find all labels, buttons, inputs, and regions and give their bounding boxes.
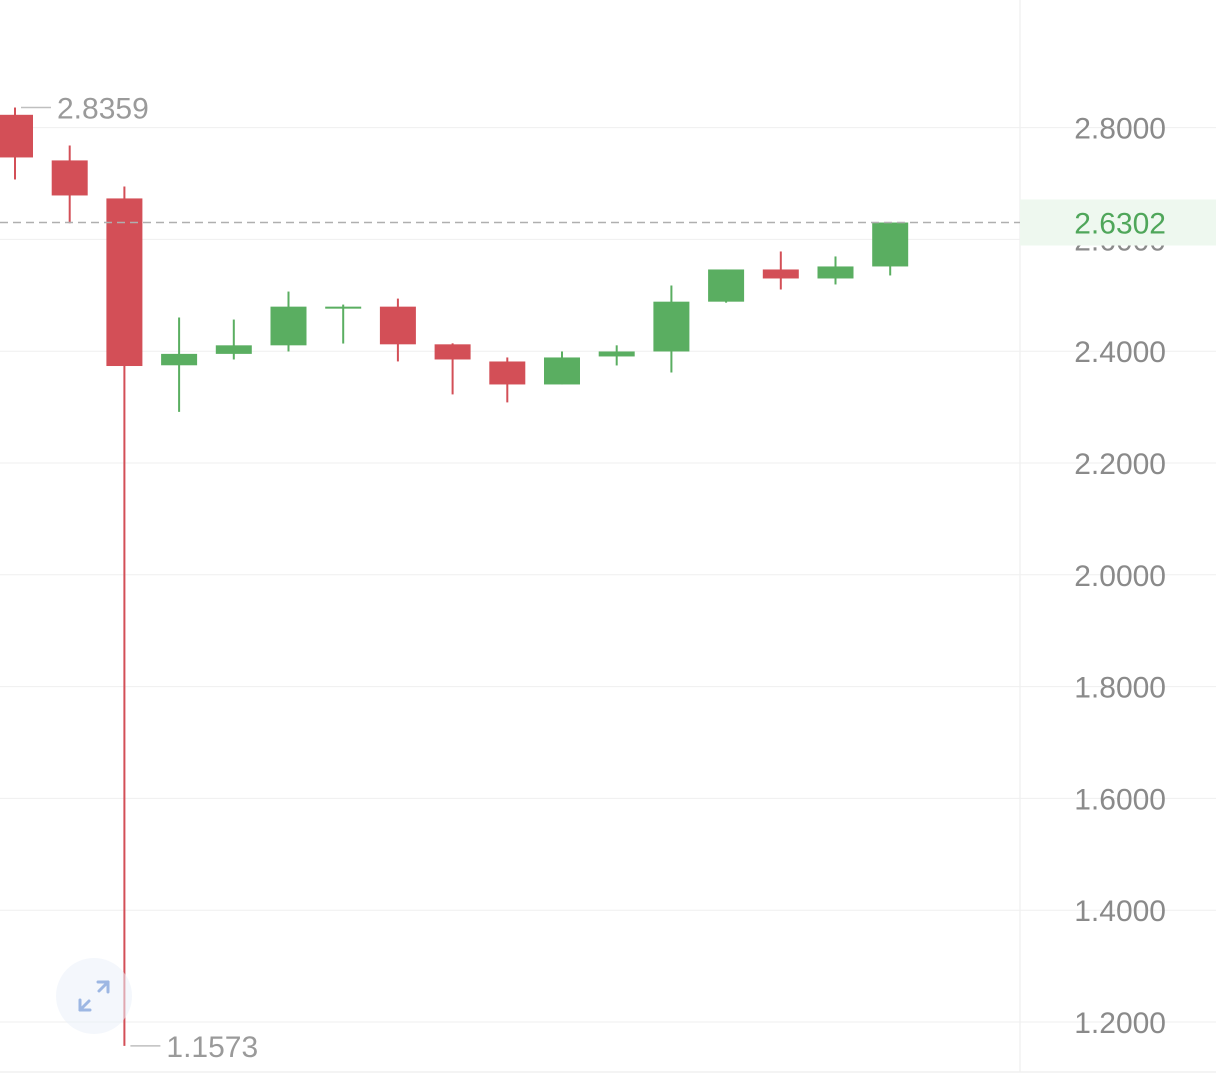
candle-body[interactable] [161,353,198,366]
candle-body[interactable] [653,301,690,352]
y-tick-label: 2.4000 [1074,336,1166,369]
candle-body[interactable] [270,306,307,346]
candle-body[interactable] [817,266,854,279]
y-tick-label: 1.6000 [1074,783,1166,816]
last-price-label-bg [1020,199,1216,246]
y-tick-label: 2.8000 [1074,113,1166,146]
candle-body[interactable] [434,344,471,360]
period-high-label: 2.8359 [57,93,149,126]
candle-body[interactable] [0,114,33,158]
candle-body[interactable] [489,361,526,385]
candle-body[interactable] [708,269,745,302]
last-price-label: 2.6302 [1074,208,1166,241]
candle-body[interactable] [598,351,635,357]
candle-body[interactable] [379,306,416,345]
candle-body[interactable] [215,345,252,354]
period-low-label: 1.1573 [166,1031,258,1064]
candle-body[interactable] [544,357,580,385]
y-tick-label: 2.0000 [1074,560,1166,593]
candle-body[interactable] [325,306,362,309]
candle-body[interactable] [106,198,143,367]
candle-body[interactable] [51,160,88,196]
candle-body[interactable] [872,222,909,267]
y-tick-label: 2.2000 [1074,448,1166,481]
expand-button[interactable] [56,958,132,1034]
candle-body[interactable] [762,269,799,279]
y-tick-label: 1.4000 [1074,895,1166,928]
expand-arrows-icon [78,980,110,1012]
y-tick-label: 1.8000 [1074,672,1166,705]
y-tick-label: 1.2000 [1074,1007,1166,1040]
